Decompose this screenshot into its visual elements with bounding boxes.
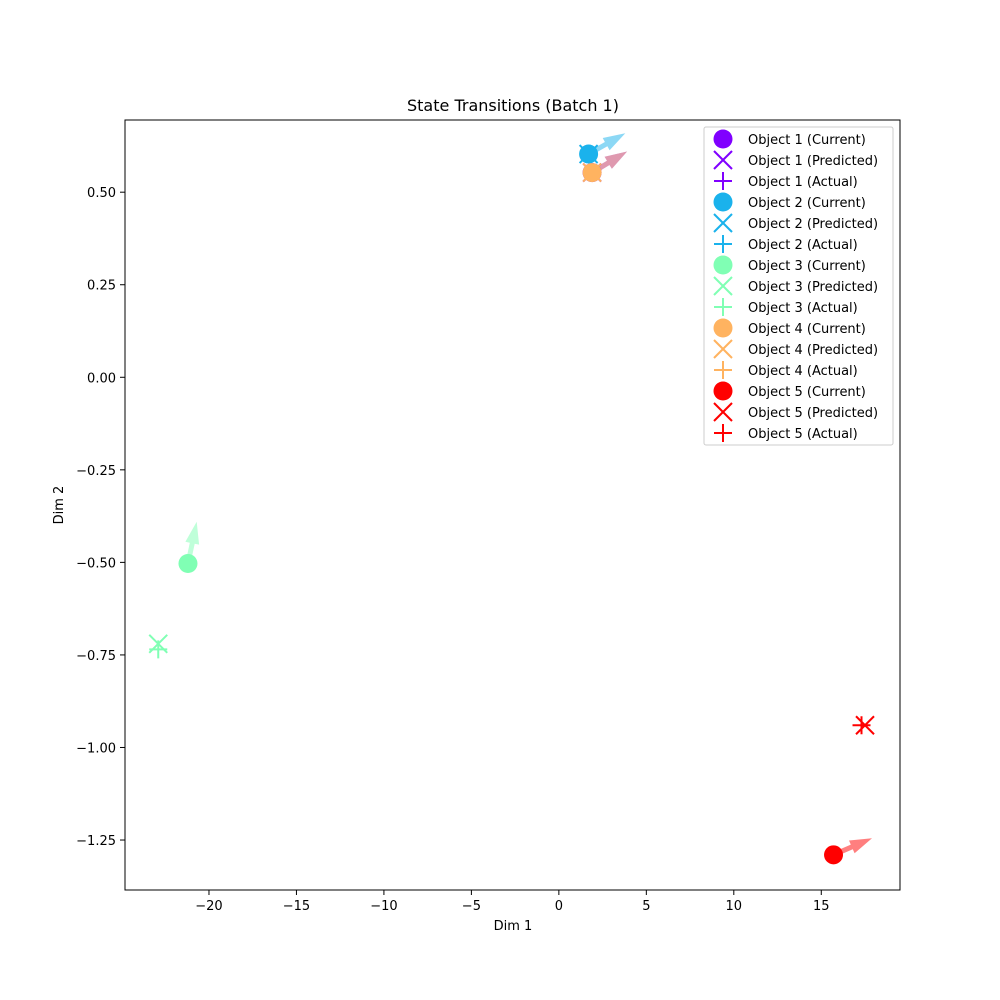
x-tick-label: −5	[462, 899, 481, 914]
legend-label: Object 3 (Current)	[748, 259, 866, 274]
legend-label: Object 2 (Actual)	[748, 238, 858, 253]
legend-predicted-marker	[713, 150, 733, 170]
y-tick-label: 0.50	[87, 186, 116, 201]
x-axis: −20 −15 −10 −5 0 5 10 15	[195, 890, 830, 914]
legend-box	[703, 126, 894, 446]
y-tick-label: −0.50	[76, 556, 116, 571]
legend-predicted-marker	[713, 339, 733, 359]
x-tick-label: −15	[283, 899, 310, 914]
predicted-marker	[148, 634, 168, 654]
current-marker	[824, 845, 844, 865]
y-tick-label: −1.00	[76, 741, 116, 756]
legend-label: Object 1 (Actual)	[748, 175, 858, 190]
x-tick-label: 0	[555, 899, 563, 914]
legend-current-marker	[713, 318, 733, 338]
y-tick-label: −0.75	[76, 649, 116, 664]
y-tick-label: 0.25	[87, 279, 116, 294]
y-tick-label: 0.00	[87, 371, 116, 386]
legend-label: Object 2 (Current)	[748, 196, 866, 211]
x-tick-label: 15	[813, 899, 830, 914]
legend-label: Object 5 (Actual)	[748, 427, 858, 442]
transition-arrow	[185, 521, 200, 564]
legend-label: Object 3 (Predicted)	[748, 280, 878, 295]
legend-current-marker	[713, 255, 733, 275]
legend-current-marker	[713, 129, 733, 149]
legend-label: Object 4 (Predicted)	[748, 343, 878, 358]
x-tick-label: 10	[726, 899, 743, 914]
legend-entries: Object 1 (Current) Object 1 (Predicted) Ob…	[713, 129, 878, 442]
current-marker	[178, 553, 198, 573]
x-tick-label: 5	[642, 899, 650, 914]
legend-label: Object 2 (Predicted)	[748, 217, 878, 232]
plot-area-frame	[124, 119, 901, 891]
legend-predicted-marker	[713, 402, 733, 422]
legend-label: Object 1 (Current)	[748, 133, 866, 148]
legend-label: Object 1 (Predicted)	[748, 154, 878, 169]
current-marker	[579, 144, 599, 164]
y-axis: 0.50 0.25 0.00 −0.25 −0.50 −0.75 −1.00 −1.25	[76, 186, 125, 849]
legend-label: Object 4 (Current)	[748, 322, 866, 337]
legend-label: Object 4 (Actual)	[748, 364, 858, 379]
y-tick-label: −0.25	[76, 464, 116, 479]
legend-predicted-marker	[713, 276, 733, 296]
y-axis-label: Dim 2	[52, 486, 67, 525]
legend-current-marker	[713, 192, 733, 212]
chart-title: State Transitions (Batch 1)	[407, 96, 619, 115]
data-markers	[148, 144, 875, 865]
legend-predicted-marker	[713, 213, 733, 233]
x-axis-label: Dim 1	[494, 919, 533, 934]
legend-current-marker	[713, 381, 733, 401]
y-tick-label: −1.25	[76, 834, 116, 849]
x-tick-label: −20	[195, 899, 222, 914]
legend-label: Object 3 (Actual)	[748, 301, 858, 316]
legend-label: Object 5 (Predicted)	[748, 406, 878, 421]
predicted-marker	[855, 715, 875, 735]
legend-label: Object 5 (Current)	[748, 385, 866, 400]
legend: Object 1 (Current) Object 1 (Predicted) Ob…	[703, 126, 894, 446]
x-tick-label: −10	[370, 899, 397, 914]
current-marker	[582, 163, 602, 183]
